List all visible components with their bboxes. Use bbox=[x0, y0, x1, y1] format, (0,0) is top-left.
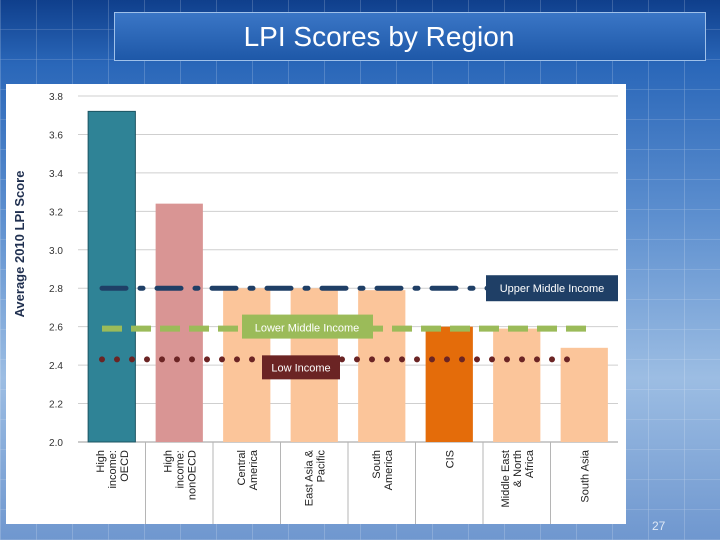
y-tick-label: 2.4 bbox=[49, 361, 63, 372]
category-label-line: America bbox=[248, 449, 260, 490]
category-label-line: East Asia & bbox=[303, 449, 315, 506]
y-tick-label: 3.4 bbox=[49, 169, 63, 180]
y-tick-label: 2.2 bbox=[49, 400, 63, 411]
upper-middle-income-label-box bbox=[486, 275, 618, 302]
title-bar bbox=[114, 12, 706, 61]
category-label: South America bbox=[371, 449, 395, 490]
category-label: East Asia & Pacific bbox=[303, 449, 327, 506]
category-label-line: nonOECD bbox=[186, 450, 198, 500]
y-tick-layer: 2.0 2.2 2.4 2.6 2.8 3.0 3.2 3.4 3.6 3.8 bbox=[49, 92, 63, 449]
bar bbox=[560, 347, 608, 442]
category-label-line: Middle East bbox=[500, 450, 512, 507]
category-label-line: Central bbox=[236, 450, 248, 485]
y-tick-label: 2.8 bbox=[49, 284, 63, 295]
y-tick-label: 2.0 bbox=[49, 438, 63, 449]
category-label-line: South Asia bbox=[579, 449, 591, 502]
bar bbox=[493, 328, 541, 442]
category-label-line: & North bbox=[512, 450, 524, 487]
y-tick-label: 3.8 bbox=[49, 92, 63, 103]
lpi-bar-chart: 2.0 2.2 2.4 2.6 2.8 3.0 3.2 3.4 3.6 3.8 Upper Mid… bbox=[12, 92, 618, 528]
category-label: High income: nonOECD bbox=[162, 450, 198, 500]
category-label: Central America bbox=[236, 449, 260, 490]
category-label-line: OECD bbox=[119, 450, 131, 482]
low-income-label-box bbox=[262, 355, 340, 380]
bar bbox=[358, 290, 406, 442]
bar bbox=[155, 203, 203, 442]
category-label-line: CIS bbox=[444, 450, 456, 468]
upper-middle-income-label: Upper Middle Income bbox=[500, 283, 605, 295]
category-label-line: South bbox=[371, 450, 383, 479]
category-label-line: High bbox=[162, 450, 174, 473]
bar bbox=[87, 110, 136, 443]
y-tick-label: 3.6 bbox=[49, 130, 63, 141]
category-label: Middle East & North Africa bbox=[500, 449, 536, 507]
bar-layer bbox=[87, 110, 608, 443]
category-label: CIS bbox=[444, 450, 456, 468]
bar bbox=[425, 326, 473, 442]
category-label-layer: High income: OECD High income: nonOECD Central… bbox=[95, 449, 592, 507]
lower-middle-income-label-box bbox=[242, 314, 373, 339]
category-label-line: High bbox=[95, 450, 107, 473]
y-axis-label: Average 2010 LPI Score bbox=[12, 171, 27, 318]
category-label-line: America bbox=[383, 449, 395, 490]
page-number: 27 bbox=[652, 519, 666, 533]
category-label-line: income: bbox=[107, 450, 119, 489]
reference-line-layer: Upper Middle Income Lower Middle Income Lo… bbox=[99, 275, 618, 380]
category-label: High income: OECD bbox=[95, 450, 131, 489]
low-income-label: Low Income bbox=[271, 362, 330, 374]
category-label-line: Africa bbox=[524, 449, 536, 478]
y-tick-label: 2.6 bbox=[49, 323, 63, 334]
category-label-line: income: bbox=[174, 450, 186, 489]
category-label-line: Pacific bbox=[315, 450, 327, 483]
lower-middle-income-label: Lower Middle Income bbox=[255, 323, 360, 335]
category-label: South Asia bbox=[579, 449, 591, 502]
slide-title: LPI Scores by Region bbox=[243, 20, 515, 52]
y-tick-label: 3.0 bbox=[49, 246, 63, 257]
y-tick-label: 3.2 bbox=[49, 207, 63, 218]
chart-panel: 2.0 2.2 2.4 2.6 2.8 3.0 3.2 3.4 3.6 3.8 Upper Mid… bbox=[6, 84, 626, 528]
